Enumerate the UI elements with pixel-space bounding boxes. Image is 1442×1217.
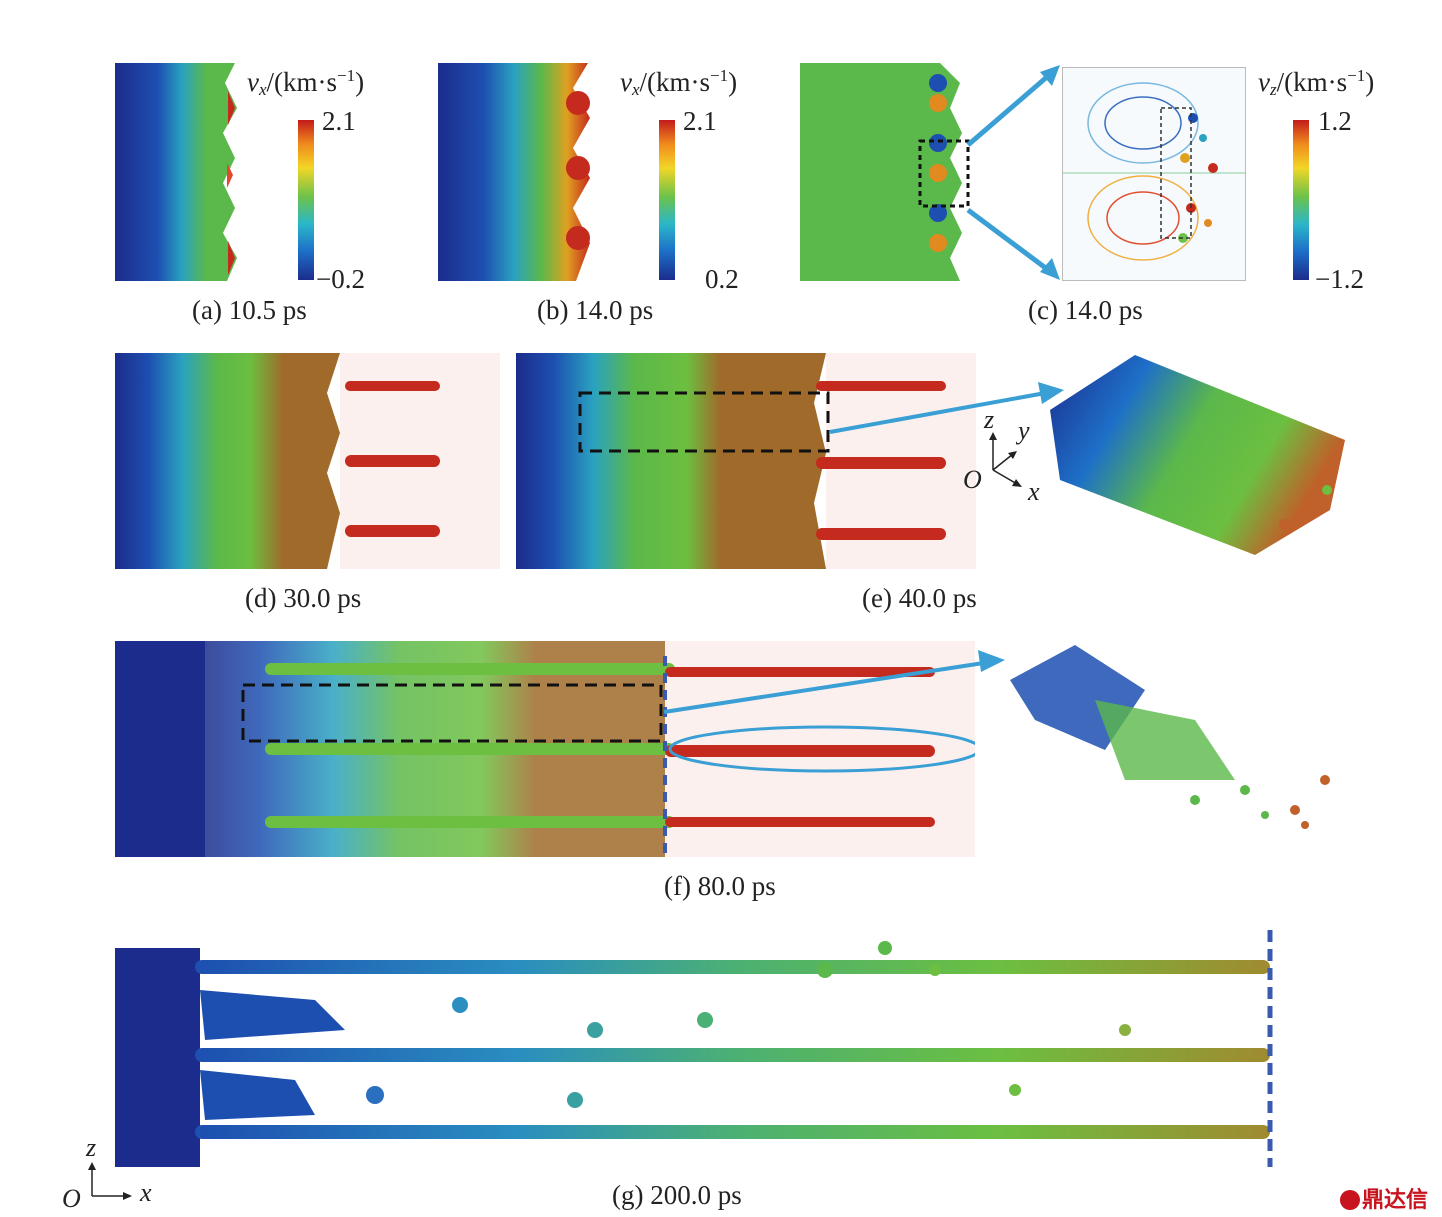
caption-f: (f) 80.0 ps [664, 871, 776, 901]
caption-e: (e) 40.0 ps [862, 583, 977, 613]
panel-f-image [115, 641, 975, 857]
colorbar-b-title: vx/(km·s−1) [620, 66, 738, 99]
caption-a: (a) 10.5 ps [192, 295, 307, 325]
colorbar-c [1293, 120, 1309, 280]
axis-g-o: O [62, 1184, 81, 1213]
colorbar-a-min: −0.2 [316, 264, 365, 294]
colorbar-b-max: 2.1 [683, 106, 717, 136]
panel-a-image [115, 63, 250, 281]
zoom-arrow-e [829, 382, 1064, 434]
logo-icon [1340, 1190, 1360, 1210]
axis-e-glyph [989, 432, 1022, 487]
axis-e-z: z [984, 405, 995, 434]
caption-b: (b) 14.0 ps [537, 295, 654, 325]
zoom-arrows-c [966, 65, 1060, 280]
colorbar-c-min: −1.2 [1315, 264, 1364, 294]
panel-g-image [115, 930, 1280, 1167]
axis-e-o: O [963, 465, 982, 494]
colorbar-a [298, 120, 314, 280]
axis-g-z: z [86, 1133, 97, 1162]
axis-e-x: x [1028, 477, 1040, 506]
panel-e-image [516, 353, 976, 569]
panel-b-image [438, 63, 598, 281]
panel-c-zoom-image [1062, 67, 1246, 281]
axis-g-x: x [140, 1178, 152, 1207]
panel-d-image [115, 353, 500, 569]
colorbar-a-title: vx/(km·s−1) [247, 66, 365, 99]
caption-g: (g) 200.0 ps [612, 1180, 742, 1210]
caption-c: (c) 14.0 ps [1028, 295, 1143, 325]
colorbar-b-min: 0.2 [705, 264, 739, 294]
watermark-logo: 鼎达信 [1340, 1182, 1428, 1214]
caption-d: (d) 30.0 ps [245, 583, 362, 613]
panel-f-zoom-image [1005, 640, 1355, 840]
panel-c-image [800, 63, 970, 281]
colorbar-c-title: vz/(km·s−1) [1258, 66, 1375, 99]
axis-e-y: y [1018, 416, 1030, 445]
axis-g-glyph [88, 1162, 132, 1200]
zoom-arrow-f [663, 650, 1005, 714]
colorbar-a-max: 2.1 [322, 106, 356, 136]
panel-e-zoom-image [1045, 350, 1350, 560]
colorbar-b [659, 120, 675, 280]
colorbar-c-max: 1.2 [1318, 106, 1352, 136]
